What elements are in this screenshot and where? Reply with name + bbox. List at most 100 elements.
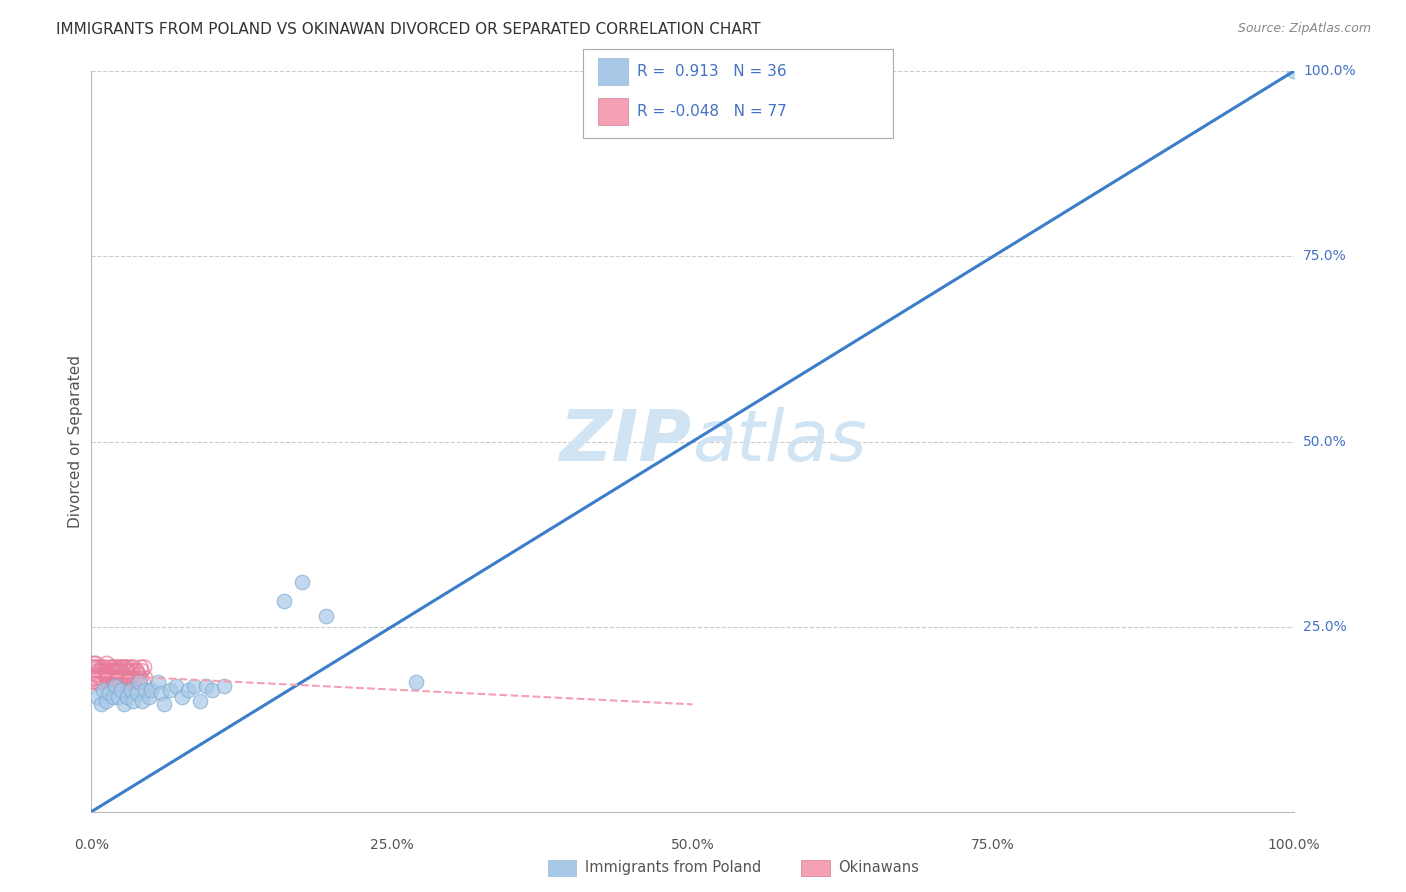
- Point: [101, 675, 124, 690]
- Point: [127, 667, 149, 681]
- Point: [101, 664, 124, 678]
- Point: [115, 664, 138, 678]
- Point: [91, 660, 114, 674]
- Point: [117, 675, 139, 690]
- Point: [118, 672, 141, 686]
- Point: [291, 575, 314, 590]
- Point: [170, 690, 193, 704]
- Point: [112, 672, 135, 686]
- Point: [93, 682, 115, 697]
- Point: [105, 672, 128, 686]
- Point: [159, 682, 181, 697]
- Point: [131, 664, 153, 678]
- Point: [183, 679, 205, 693]
- Point: [87, 664, 110, 678]
- Point: [110, 675, 132, 690]
- Point: [94, 694, 117, 708]
- Y-axis label: Divorced or Separated: Divorced or Separated: [67, 355, 83, 528]
- Point: [96, 657, 118, 671]
- Text: 25.0%: 25.0%: [1303, 620, 1347, 633]
- Text: Okinawans: Okinawans: [838, 861, 920, 875]
- Point: [125, 686, 148, 700]
- Point: [98, 667, 121, 681]
- Point: [93, 667, 115, 681]
- Point: [134, 682, 156, 697]
- Point: [108, 672, 131, 686]
- Point: [111, 660, 134, 674]
- Point: [90, 698, 112, 712]
- Point: [138, 690, 160, 704]
- Point: [91, 672, 114, 686]
- Text: 50.0%: 50.0%: [1303, 434, 1347, 449]
- Point: [89, 660, 111, 674]
- Point: [273, 593, 295, 607]
- Point: [101, 660, 124, 674]
- Point: [110, 660, 132, 674]
- Point: [201, 682, 224, 697]
- Point: [405, 675, 427, 690]
- Point: [110, 672, 132, 686]
- Point: [112, 698, 135, 712]
- Point: [111, 675, 134, 690]
- Text: 50.0%: 50.0%: [671, 838, 714, 852]
- Point: [93, 675, 115, 690]
- Point: [118, 675, 141, 690]
- Point: [107, 690, 129, 704]
- Point: [90, 664, 112, 678]
- Point: [110, 682, 132, 697]
- Point: [124, 672, 146, 686]
- Point: [128, 675, 150, 690]
- Point: [84, 660, 107, 674]
- Point: [117, 690, 139, 704]
- Point: [97, 675, 120, 690]
- Point: [86, 667, 108, 681]
- Point: [115, 672, 138, 686]
- Text: IMMIGRANTS FROM POLAND VS OKINAWAN DIVORCED OR SEPARATED CORRELATION CHART: IMMIGRANTS FROM POLAND VS OKINAWAN DIVOR…: [56, 22, 761, 37]
- Point: [82, 660, 104, 674]
- Point: [93, 664, 115, 678]
- Point: [134, 672, 156, 686]
- Point: [100, 660, 122, 674]
- Point: [165, 679, 187, 693]
- Point: [132, 675, 155, 690]
- Point: [128, 675, 150, 690]
- Text: Source: ZipAtlas.com: Source: ZipAtlas.com: [1237, 22, 1371, 36]
- Point: [120, 682, 142, 697]
- Point: [86, 690, 108, 704]
- Point: [125, 664, 148, 678]
- Point: [134, 660, 156, 674]
- Point: [141, 682, 163, 697]
- Point: [315, 608, 337, 623]
- Point: [108, 664, 131, 678]
- Text: ZIP: ZIP: [560, 407, 692, 476]
- Text: 75.0%: 75.0%: [972, 838, 1015, 852]
- Point: [114, 675, 136, 690]
- Point: [87, 675, 110, 690]
- Point: [122, 675, 145, 690]
- Point: [101, 672, 124, 686]
- Point: [100, 675, 122, 690]
- Point: [1282, 64, 1305, 78]
- Text: 100.0%: 100.0%: [1303, 64, 1355, 78]
- Point: [120, 672, 142, 686]
- Point: [86, 660, 108, 674]
- Point: [146, 675, 169, 690]
- Point: [125, 664, 148, 678]
- Point: [129, 672, 152, 686]
- Point: [176, 682, 198, 697]
- Text: R =  0.913   N = 36: R = 0.913 N = 36: [637, 64, 786, 78]
- Point: [117, 660, 139, 674]
- Text: 100.0%: 100.0%: [1267, 838, 1320, 852]
- Point: [131, 694, 153, 708]
- Point: [188, 694, 211, 708]
- Point: [98, 664, 121, 678]
- Point: [103, 672, 125, 686]
- Point: [104, 660, 127, 674]
- Point: [96, 672, 118, 686]
- Point: [194, 679, 217, 693]
- Text: 25.0%: 25.0%: [370, 838, 413, 852]
- Point: [94, 664, 117, 678]
- Point: [84, 657, 107, 671]
- Point: [98, 686, 121, 700]
- Point: [121, 664, 143, 678]
